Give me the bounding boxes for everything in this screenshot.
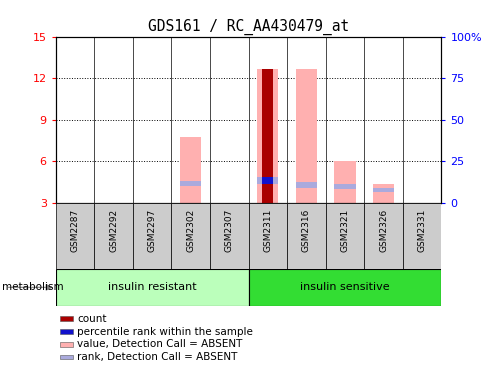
Bar bbox=[60, 329, 73, 334]
Bar bbox=[248, 269, 440, 306]
Bar bbox=[363, 203, 402, 269]
Bar bbox=[257, 68, 278, 203]
Bar bbox=[372, 188, 393, 192]
Bar bbox=[94, 203, 133, 269]
Bar bbox=[402, 203, 440, 269]
Bar bbox=[210, 203, 248, 269]
Bar bbox=[287, 203, 325, 269]
Bar bbox=[257, 178, 278, 184]
Bar bbox=[333, 161, 355, 203]
Text: value, Detection Call = ABSENT: value, Detection Call = ABSENT bbox=[77, 339, 242, 349]
Text: GSM2311: GSM2311 bbox=[263, 208, 272, 252]
Bar bbox=[295, 69, 317, 203]
Bar bbox=[333, 184, 355, 189]
Text: GSM2297: GSM2297 bbox=[147, 208, 156, 252]
Bar bbox=[180, 181, 201, 187]
Bar bbox=[60, 317, 73, 321]
Bar bbox=[325, 203, 363, 269]
Bar bbox=[180, 137, 201, 203]
Text: percentile rank within the sample: percentile rank within the sample bbox=[77, 326, 252, 337]
Text: GSM2321: GSM2321 bbox=[340, 208, 349, 252]
Text: GSM2287: GSM2287 bbox=[70, 208, 79, 252]
Text: insulin resistant: insulin resistant bbox=[107, 282, 196, 292]
Bar bbox=[133, 203, 171, 269]
Bar bbox=[60, 342, 73, 347]
Bar bbox=[248, 203, 287, 269]
Text: GSM2292: GSM2292 bbox=[109, 208, 118, 251]
Text: GSM2326: GSM2326 bbox=[378, 208, 387, 252]
Text: insulin sensitive: insulin sensitive bbox=[300, 282, 389, 292]
Text: rank, Detection Call = ABSENT: rank, Detection Call = ABSENT bbox=[77, 352, 237, 362]
Bar bbox=[372, 184, 393, 203]
Bar bbox=[56, 269, 248, 306]
Bar bbox=[56, 203, 94, 269]
Bar bbox=[262, 68, 272, 203]
Text: count: count bbox=[77, 314, 106, 324]
Text: GSM2302: GSM2302 bbox=[186, 208, 195, 252]
Text: GSM2316: GSM2316 bbox=[301, 208, 310, 252]
Bar bbox=[60, 355, 73, 359]
Text: GSM2331: GSM2331 bbox=[417, 208, 426, 252]
Bar bbox=[171, 203, 210, 269]
Text: GSM2307: GSM2307 bbox=[224, 208, 233, 252]
Title: GDS161 / RC_AA430479_at: GDS161 / RC_AA430479_at bbox=[148, 19, 348, 35]
Bar bbox=[262, 178, 272, 184]
Text: metabolism: metabolism bbox=[2, 282, 64, 292]
Bar bbox=[295, 182, 317, 188]
